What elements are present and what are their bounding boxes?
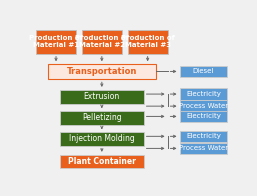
FancyBboxPatch shape <box>60 90 144 103</box>
Text: Production of
Material #2: Production of Material #2 <box>75 35 129 48</box>
FancyBboxPatch shape <box>179 111 227 122</box>
FancyBboxPatch shape <box>60 132 144 146</box>
FancyBboxPatch shape <box>179 131 227 142</box>
Text: Pelletizing: Pelletizing <box>82 113 122 122</box>
Text: Plant Container: Plant Container <box>68 157 136 166</box>
FancyBboxPatch shape <box>179 143 227 154</box>
FancyBboxPatch shape <box>60 155 144 168</box>
Text: Production of
Material #3: Production of Material #3 <box>121 35 175 48</box>
Text: Transportation: Transportation <box>67 67 137 76</box>
Text: Process Water: Process Water <box>179 103 228 109</box>
Text: Electricity: Electricity <box>186 133 221 139</box>
FancyBboxPatch shape <box>179 101 227 112</box>
Text: Production of
Material #1: Production of Material #1 <box>29 35 83 48</box>
FancyBboxPatch shape <box>82 30 122 54</box>
Text: Diesel: Diesel <box>193 68 214 74</box>
FancyBboxPatch shape <box>179 88 227 100</box>
FancyBboxPatch shape <box>128 30 168 54</box>
Text: Electricity: Electricity <box>186 91 221 97</box>
FancyBboxPatch shape <box>36 30 76 54</box>
Text: Electricity: Electricity <box>186 113 221 119</box>
Text: Extrusion: Extrusion <box>84 92 120 101</box>
FancyBboxPatch shape <box>179 66 227 77</box>
FancyBboxPatch shape <box>48 64 155 79</box>
FancyBboxPatch shape <box>60 111 144 125</box>
Text: Injection Molding: Injection Molding <box>69 134 135 143</box>
Text: Process Water: Process Water <box>179 145 228 151</box>
